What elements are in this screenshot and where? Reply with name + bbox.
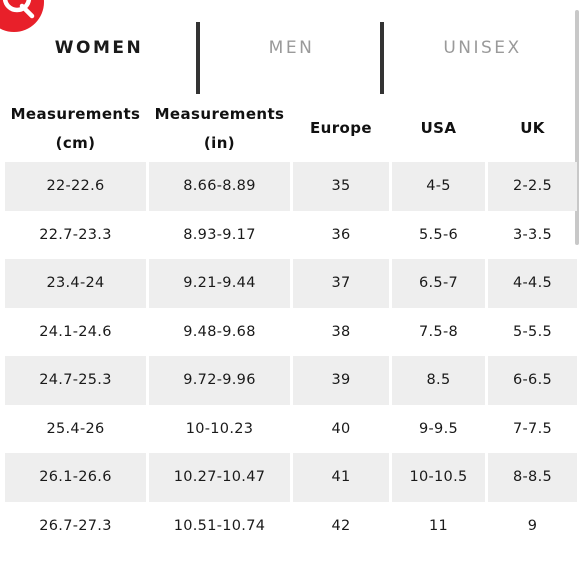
cell-uk: 8-8.5 [488,453,577,502]
cell-uk: 2-2.5 [488,162,577,211]
cell-uk: 5-5.5 [512,323,553,340]
cell-cm: 24.1-24.6 [39,323,112,340]
cell-europe: 37 [293,259,389,308]
table-header-row: Measurements (cm) Measurements (in) Euro… [5,95,577,162]
table-row: 25.4-26 10-10.23 40 9-9.5 7-7.5 [5,405,577,454]
cell-cm: 25.4-26 [46,420,105,437]
header-europe: Europe [310,119,372,137]
table-row: 24.7-25.3 9.72-9.96 39 8.5 6-6.5 [5,356,577,405]
cell-uk: 9 [527,517,538,534]
cell-cm: 22-22.6 [5,162,146,211]
header-measurements-cm: Measurements (cm) [5,95,146,162]
cell-europe: 42 [331,517,351,534]
cell-cm: 24.7-25.3 [5,356,146,405]
cell-usa: 10-10.5 [392,453,485,502]
cell-in: 9.72-9.96 [149,356,290,405]
tab-men[interactable]: MEN [268,37,315,58]
cell-uk: 3-3.5 [512,226,553,243]
cell-uk: 6-6.5 [488,356,577,405]
gender-tabs: WOMEN MEN UNISEX [0,10,580,94]
cell-usa: 5.5-6 [418,226,459,243]
scrollbar[interactable] [575,10,579,245]
cell-europe: 38 [331,323,351,340]
tab-women[interactable]: WOMEN [54,37,144,58]
cell-in: 8.66-8.89 [149,162,290,211]
cell-usa: 4-5 [392,162,485,211]
header-uk: UK [520,119,545,137]
cell-europe: 35 [293,162,389,211]
cell-europe: 41 [293,453,389,502]
cell-europe: 39 [293,356,389,405]
cell-uk: 7-7.5 [512,420,553,437]
cell-in: 10.51-10.74 [173,517,266,534]
cell-in: 10.27-10.47 [149,453,290,502]
cell-in: 9.21-9.44 [149,259,290,308]
header-in-line1: Measurements [154,104,285,123]
cell-in: 10-10.23 [185,420,254,437]
brand-logo-icon[interactable] [0,0,46,34]
table-row: 26.7-27.3 10.51-10.74 42 11 9 [5,502,577,551]
table-row: 23.4-24 9.21-9.44 37 6.5-7 4-4.5 [5,259,577,308]
cell-europe: 36 [331,226,351,243]
tab-divider [380,22,384,94]
cell-usa: 11 [428,517,449,534]
cell-cm: 22.7-23.3 [39,226,112,243]
table-row: 26.1-26.6 10.27-10.47 41 10-10.5 8-8.5 [5,453,577,502]
table-row: 22.7-23.3 8.93-9.17 36 5.5-6 3-3.5 [5,211,577,260]
size-table: Measurements (cm) Measurements (in) Euro… [2,95,580,550]
header-in-line2: (in) [203,133,236,152]
cell-uk: 4-4.5 [488,259,577,308]
header-cm-line1: Measurements [10,104,141,123]
header-cm-line2: (cm) [55,133,96,152]
table-row: 22-22.6 8.66-8.89 35 4-5 2-2.5 [5,162,577,211]
header-usa: USA [420,119,457,137]
header-measurements-in: Measurements (in) [149,95,290,162]
cell-usa: 7.5-8 [418,323,459,340]
tab-divider [196,22,200,94]
cell-cm: 23.4-24 [5,259,146,308]
cell-usa: 8.5 [392,356,485,405]
cell-in: 8.93-9.17 [183,226,256,243]
table-row: 24.1-24.6 9.48-9.68 38 7.5-8 5-5.5 [5,308,577,357]
cell-usa: 6.5-7 [392,259,485,308]
cell-cm: 26.7-27.3 [39,517,112,534]
cell-cm: 26.1-26.6 [5,453,146,502]
cell-in: 9.48-9.68 [183,323,256,340]
cell-usa: 9-9.5 [418,420,459,437]
tab-unisex[interactable]: UNISEX [443,37,522,58]
cell-europe: 40 [331,420,351,437]
